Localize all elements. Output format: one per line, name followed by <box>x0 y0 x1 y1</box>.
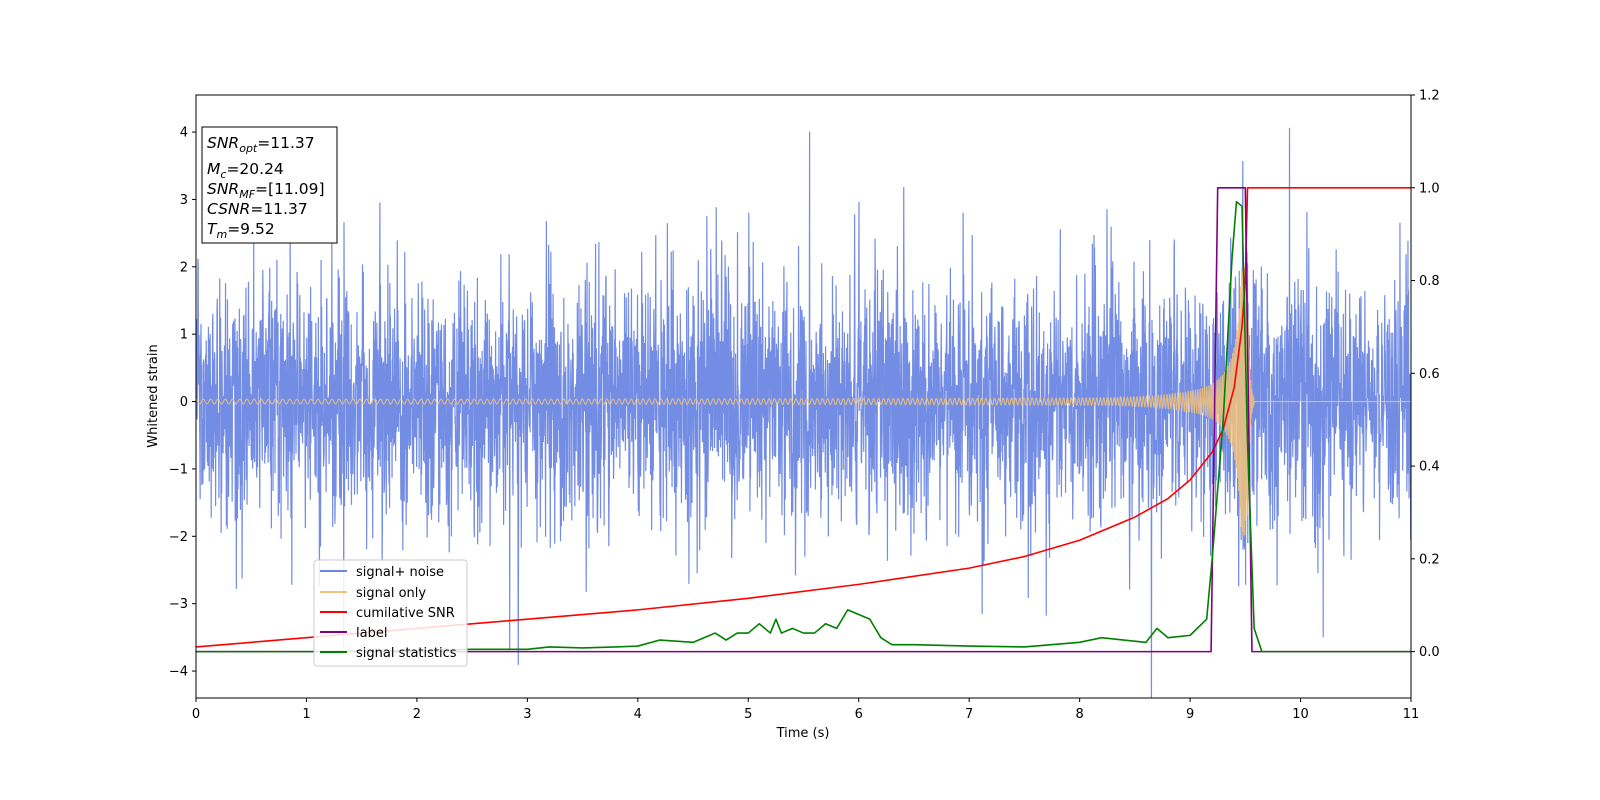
y2-tick-label: 1.2 <box>1419 89 1440 104</box>
y2-tick-label: 0.8 <box>1419 274 1440 289</box>
y-tick-label: −4 <box>169 665 188 680</box>
y-axis-right: 0.0 0.2 0.4 0.6 0.8 1.0 1.2 <box>1411 89 1440 660</box>
y-tick-label: −3 <box>169 597 188 612</box>
x-tick-label: 3 <box>523 707 531 722</box>
x-axis: 0 1 2 3 4 5 6 7 8 9 10 11 <box>192 698 1419 722</box>
legend-entry-cumulative-snr: cumilative SNR <box>356 606 455 621</box>
x-tick-label: 8 <box>1075 707 1083 722</box>
legend-entry-signal-statistics: signal statistics <box>356 646 457 661</box>
legend-entry-signal-only: signal only <box>356 586 426 601</box>
x-tick-label: 10 <box>1292 707 1309 722</box>
x-tick-label: 4 <box>634 707 642 722</box>
y-tick-label: −2 <box>169 530 188 545</box>
legend: signal+ noise signal only cumilative SNR… <box>313 559 468 667</box>
x-tick-label: 6 <box>855 707 863 722</box>
annotation-tm-value: =9.52 <box>227 220 275 238</box>
annotation-csnr-value: =11.37 <box>250 200 307 218</box>
series-layer <box>196 127 1411 698</box>
y-axis-left: −4 −3 −2 −1 0 1 2 3 4 <box>169 126 196 680</box>
y2-tick-label: 0.2 <box>1419 552 1440 567</box>
y-tick-label: 1 <box>180 328 188 343</box>
series-signal-only <box>196 267 1411 537</box>
y-axis-label: Whitened strain <box>146 344 161 447</box>
x-tick-label: 1 <box>302 707 310 722</box>
x-tick-label: 11 <box>1403 707 1420 722</box>
series-cumulative-snr <box>196 186 1411 648</box>
annotation-csnr: CSNR=11.37 <box>207 200 308 218</box>
y-tick-label: 4 <box>180 126 188 141</box>
series-signal-statistics <box>196 200 1411 653</box>
y-tick-label: 3 <box>180 193 188 208</box>
x-tick-label: 2 <box>413 707 421 722</box>
y2-tick-label: 0.6 <box>1419 367 1440 382</box>
y2-tick-label: 0.0 <box>1419 645 1440 660</box>
x-axis-label: Time (s) <box>776 726 830 741</box>
x-tick-label: 5 <box>744 707 752 722</box>
y2-tick-label: 1.0 <box>1419 181 1440 196</box>
y-tick-label: 2 <box>180 260 188 275</box>
annotation-mc-value: =20.24 <box>226 160 283 178</box>
annotation-snr-mf-value: =[11.09] <box>255 180 324 198</box>
legend-entry-label: label <box>356 626 387 641</box>
annotation-snr-opt-value: =11.37 <box>257 134 314 152</box>
annotation-box: SNRopt=11.37 Mc=20.24 SNRMF=[11.09] CSNR… <box>201 126 338 244</box>
x-tick-label: 7 <box>965 707 973 722</box>
plot-frame <box>195 94 1412 699</box>
annotation-snr-opt: SNRopt=11.37 <box>207 134 315 155</box>
y2-tick-label: 0.4 <box>1419 460 1440 475</box>
x-tick-label: 0 <box>192 707 200 722</box>
legend-entry-signal-noise: signal+ noise <box>356 565 444 580</box>
x-tick-label: 9 <box>1186 707 1194 722</box>
y-tick-label: −1 <box>169 462 188 477</box>
annotation-mc: Mc=20.24 <box>207 160 284 181</box>
annotation-snr-mf: SNRMF=[11.09] <box>207 180 325 201</box>
annotation-tm: Tm=9.52 <box>207 220 275 241</box>
y-tick-label: 0 <box>180 395 188 410</box>
